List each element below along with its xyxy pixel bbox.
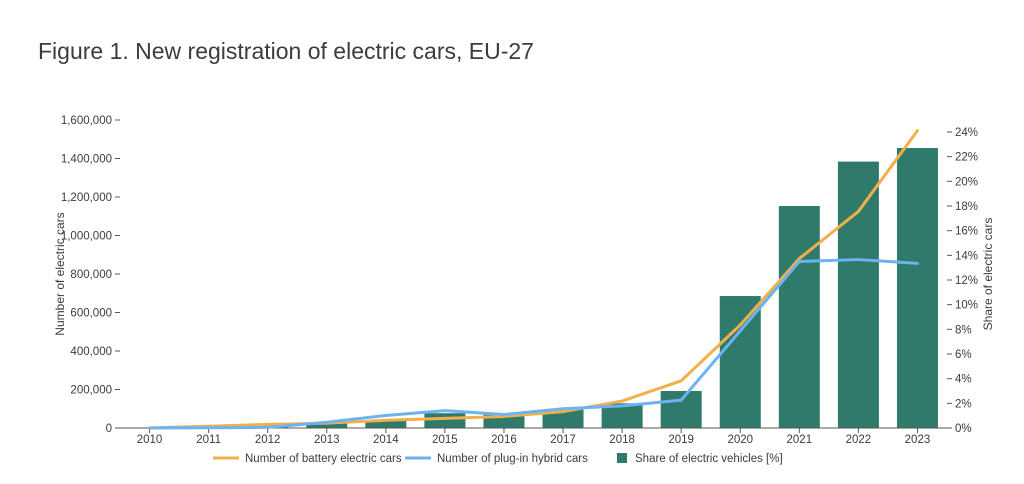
y2-tick-label: 16% bbox=[955, 226, 978, 238]
y-tick-label: 400,000 bbox=[70, 346, 112, 358]
y-tick-label: 1,200,000 bbox=[61, 192, 112, 204]
battery-electric-line bbox=[148, 129, 919, 430]
y2-tick-label: 24% bbox=[955, 127, 978, 139]
share-bar bbox=[306, 423, 348, 428]
y2-tick-label: 12% bbox=[955, 275, 978, 287]
lines-group bbox=[148, 129, 919, 430]
x-tick-label: 2021 bbox=[787, 434, 813, 446]
y2-tick-label: 18% bbox=[955, 201, 978, 213]
legend-swatch bbox=[617, 453, 627, 463]
x-tick-label: 2020 bbox=[727, 434, 753, 446]
y-tick-label: 1,400,000 bbox=[61, 154, 112, 166]
legend-label: Number of battery electric cars bbox=[245, 453, 402, 465]
share-bar bbox=[365, 420, 407, 428]
share-bar bbox=[542, 409, 584, 428]
x-tick-label: 2014 bbox=[373, 434, 399, 446]
y2-tick-label: 4% bbox=[955, 374, 972, 386]
y-tick-label: 600,000 bbox=[70, 308, 112, 320]
y-tick-label: 0 bbox=[106, 423, 112, 435]
y-tick-label: 800,000 bbox=[70, 269, 112, 281]
legend-label: Number of plug-in hybrid cars bbox=[437, 453, 588, 465]
x-tick-label: 2010 bbox=[137, 434, 163, 446]
share-bar bbox=[660, 391, 702, 428]
y2-tick-label: 2% bbox=[955, 398, 972, 410]
x-tick-label: 2018 bbox=[609, 434, 635, 446]
share-bar bbox=[778, 206, 820, 428]
x-tick-label: 2019 bbox=[668, 434, 694, 446]
plug-in-hybrid-line bbox=[148, 258, 919, 430]
x-tick-label: 2016 bbox=[491, 434, 517, 446]
bars-group bbox=[188, 148, 938, 429]
y2-tick-label: 20% bbox=[955, 176, 978, 188]
share-bar bbox=[719, 296, 761, 428]
share-bar bbox=[896, 148, 938, 429]
y-axis-label: Number of electric cars bbox=[53, 212, 67, 335]
x-tick-label: 2013 bbox=[314, 434, 340, 446]
x-tick-label: 2015 bbox=[432, 434, 458, 446]
y2-tick-label: 6% bbox=[955, 349, 972, 361]
y2-axis-label: Share of electric cars bbox=[981, 218, 995, 331]
x-tick-label: 2017 bbox=[550, 434, 576, 446]
share-bar bbox=[837, 161, 879, 428]
x-tick-label: 2012 bbox=[255, 434, 281, 446]
share-bar bbox=[424, 413, 466, 428]
chart-title: Figure 1. New registration of electric c… bbox=[38, 38, 534, 64]
legend-label: Share of electric vehicles [%] bbox=[635, 453, 783, 465]
x-tick-label: 2022 bbox=[846, 434, 872, 446]
y-tick-label: 1,000,000 bbox=[61, 231, 112, 243]
y2-tick-label: 10% bbox=[955, 300, 978, 312]
y-tick-label: 1,600,000 bbox=[61, 115, 112, 127]
x-tick-label: 2011 bbox=[196, 434, 221, 446]
y-tick-label: 200,000 bbox=[70, 385, 112, 397]
y2-tick-label: 0% bbox=[955, 423, 972, 435]
x-tick-label: 2023 bbox=[905, 434, 931, 446]
y2-tick-label: 22% bbox=[955, 152, 978, 164]
legend: Number of battery electric cars Number of… bbox=[213, 453, 783, 465]
y2-tick-label: 14% bbox=[955, 250, 978, 262]
y2-tick-label: 8% bbox=[955, 324, 972, 336]
